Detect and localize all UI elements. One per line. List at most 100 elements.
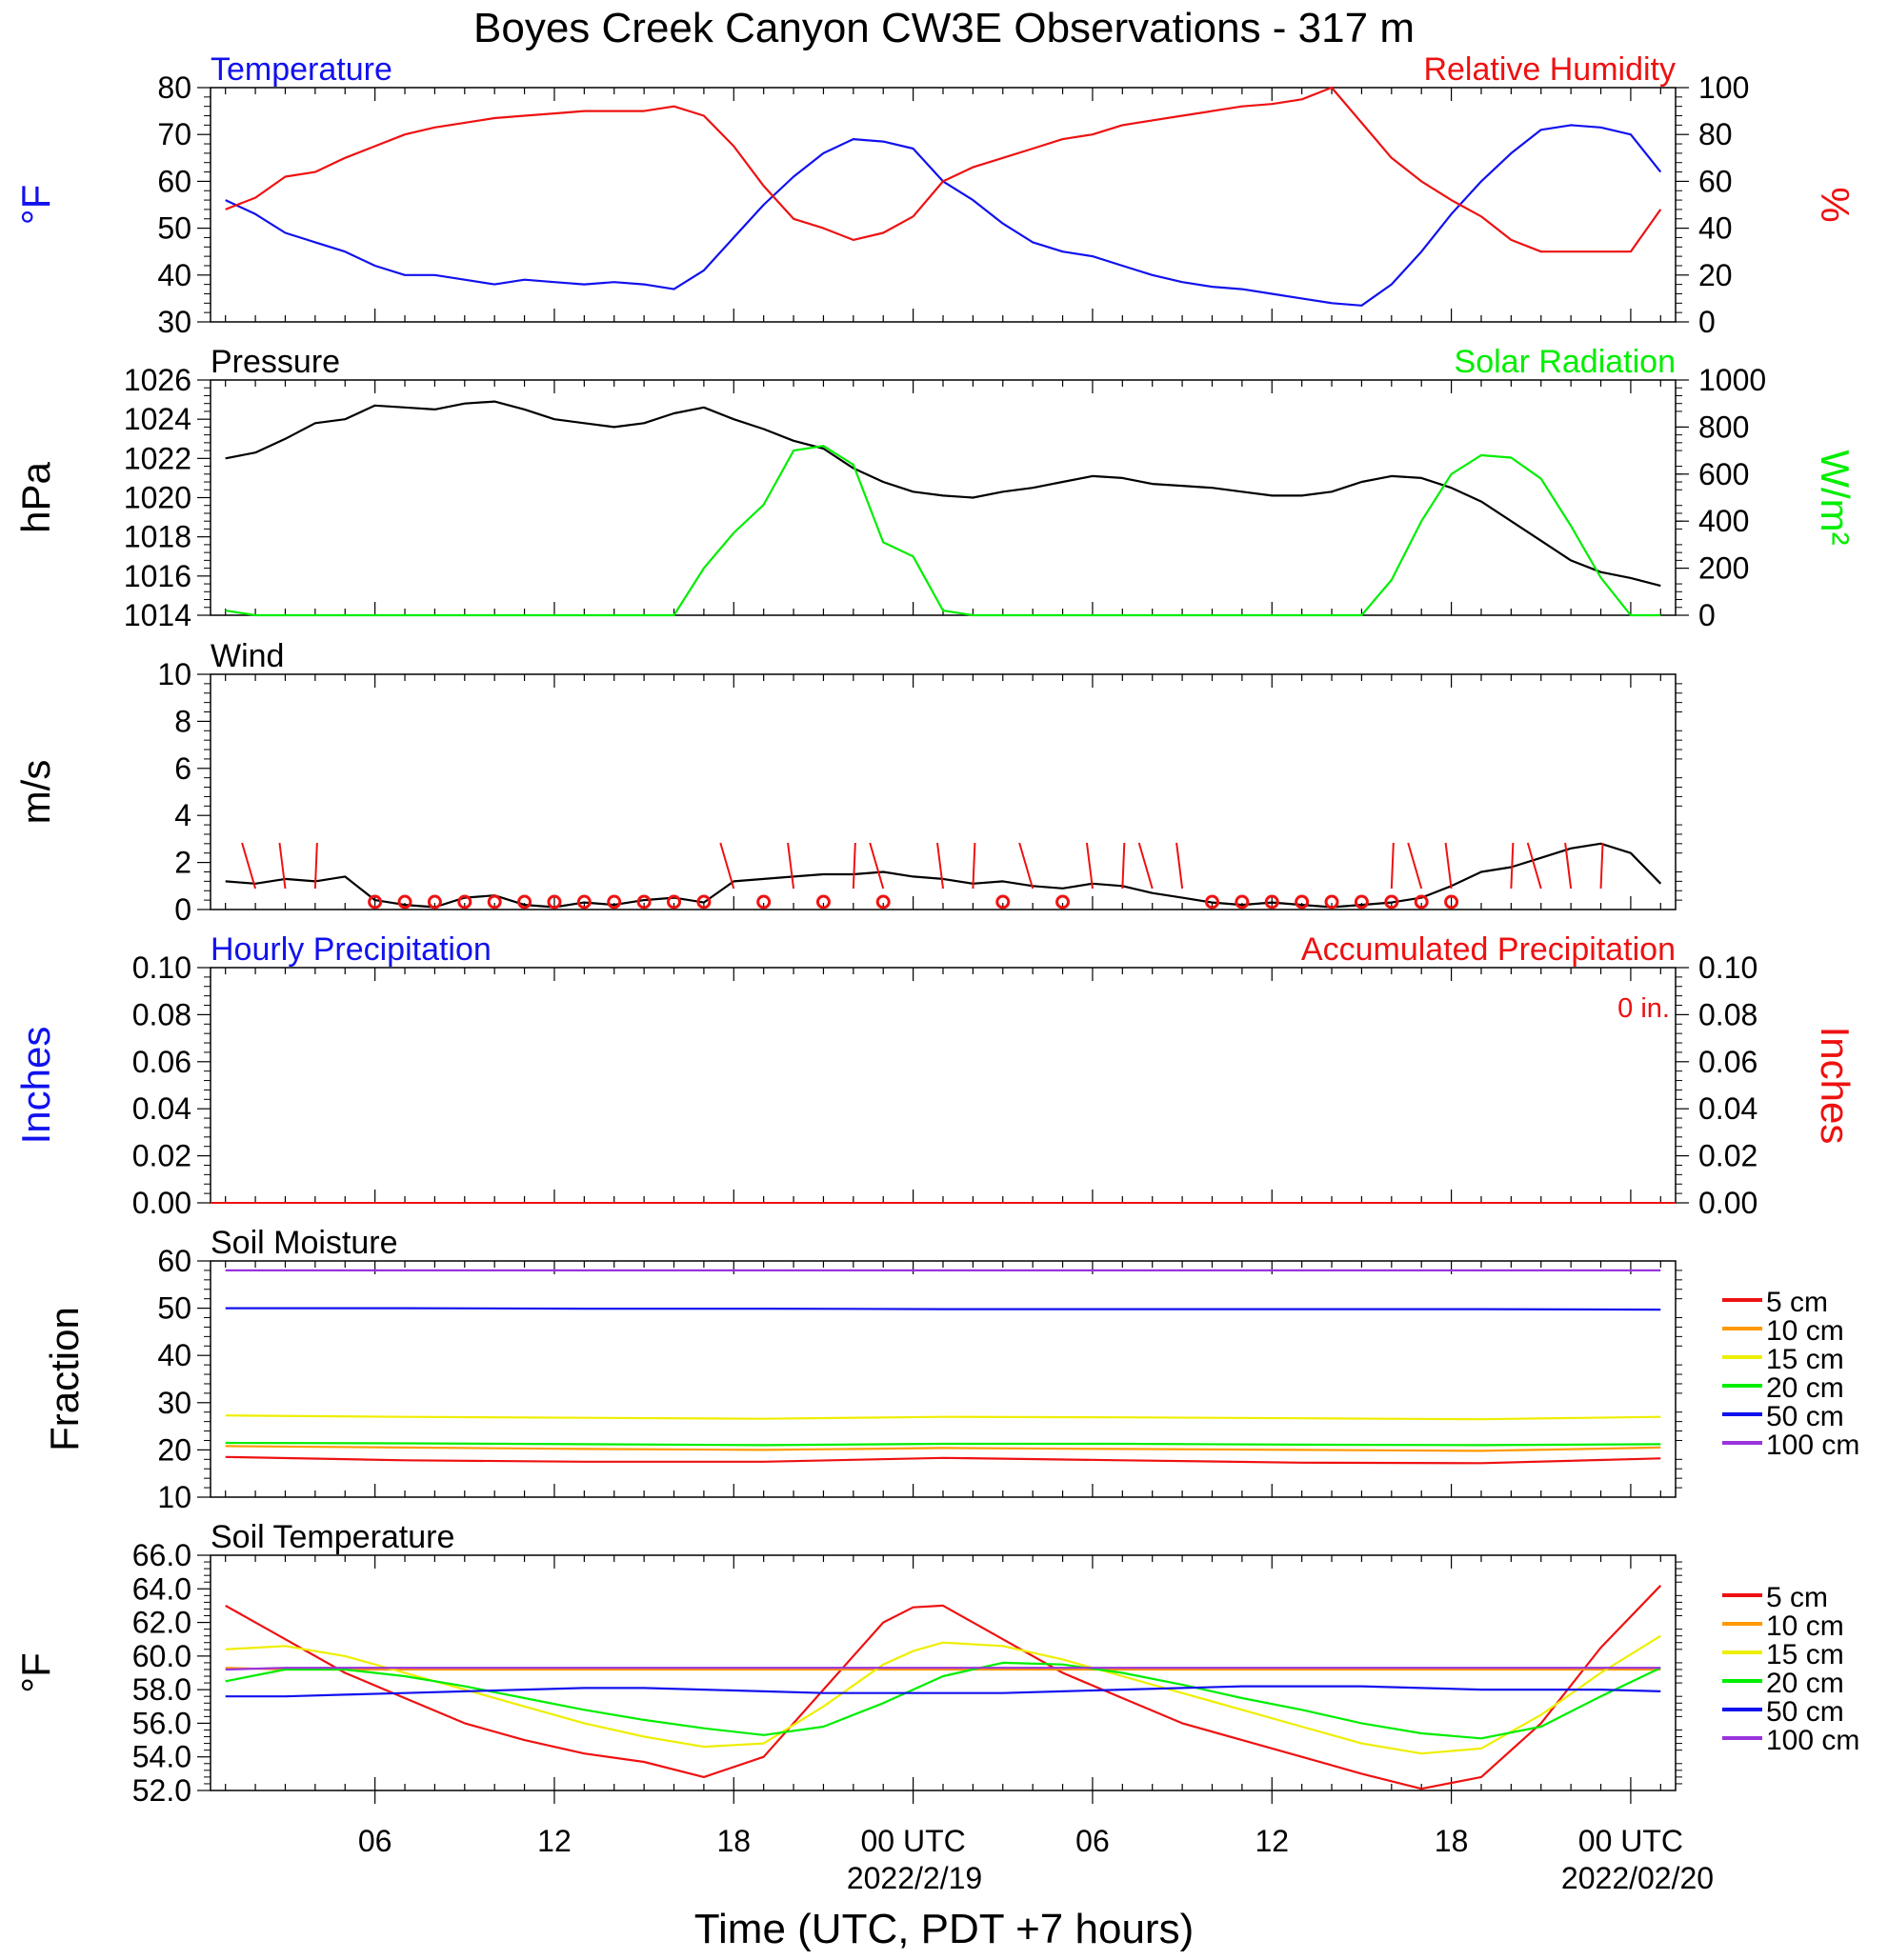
wind-barb (1526, 842, 1542, 890)
y-tick-label: 10 (157, 657, 191, 691)
wind-barb (1564, 842, 1573, 890)
panel-0: 80 70 60 50 40 30 100 80 60 40 20 0 Temperature Relat… (13, 51, 1858, 339)
plot-frame (210, 87, 1677, 323)
y-tick-label: 70 (157, 117, 191, 151)
y-tick-label: 10 (157, 1480, 191, 1514)
wind-barb (1407, 842, 1423, 890)
y-axis-label-left: hPa (13, 461, 58, 532)
panel-4: 60 50 40 30 20 10 Soil Moisture Fraction (42, 1225, 1682, 1514)
panel-title-left: Wind (211, 638, 284, 674)
y-tick-label-right: 600 (1698, 457, 1749, 491)
y-tick-label-right: 80 (1698, 117, 1733, 151)
y-tick-label: 0 (174, 892, 191, 927)
y-tick-label-right: 0 (1698, 598, 1716, 632)
figure-title: Boyes Creek Canyon CW3E Observations - 3… (473, 5, 1415, 51)
calm-wind-marker (517, 894, 532, 910)
calm-wind-marker (815, 894, 831, 910)
x-date-label-1: 2022/2/19 (847, 1861, 982, 1895)
y-tick-label: 60 (157, 1244, 191, 1278)
y-tick-label: 58.0 (132, 1672, 191, 1707)
calm-wind-marker (487, 894, 502, 910)
calm-wind-marker (1414, 894, 1429, 910)
calm-wind-marker (1444, 894, 1459, 910)
wind-barb (787, 842, 795, 890)
y-tick-label: 2 (174, 846, 191, 880)
series-line-50-cm (225, 1307, 1661, 1311)
y-tick-label: 64.0 (132, 1571, 191, 1606)
calm-wind-marker (667, 894, 682, 910)
calm-wind-marker (1324, 894, 1339, 910)
wind-barb (852, 842, 856, 890)
y-tick-label: 8 (174, 704, 191, 738)
y-tick-label: 1026 (124, 363, 191, 397)
y-tick-label-right: 20 (1698, 258, 1733, 292)
x-tick-label: 12 (537, 1824, 572, 1858)
calm-wind-marker (1295, 894, 1310, 910)
panel-1: 1026 1024 1022 1020 1018 1016 1014 1000 800 600 40… (13, 344, 1858, 632)
wind-barb (1137, 842, 1154, 890)
calm-wind-marker (875, 894, 891, 910)
x-tick-label: 00 UTC (1578, 1824, 1683, 1858)
x-tick-label: 00 UTC (860, 1824, 965, 1858)
calm-wind-marker (756, 894, 772, 910)
panel-title-left: Hourly Precipitation (211, 931, 492, 968)
calm-wind-marker (576, 894, 592, 910)
y-tick-label-right: 0.08 (1698, 997, 1757, 1031)
y-tick-label-right: 0 (1698, 305, 1716, 339)
series-line-15-cm (225, 1414, 1661, 1421)
calm-wind-marker (1354, 894, 1369, 910)
wind-barb (1085, 842, 1094, 890)
calm-wind-marker (696, 894, 712, 910)
legend-label: 5 cm (1766, 1582, 1828, 1613)
y-tick-label-right: 0.02 (1698, 1139, 1757, 1173)
calm-wind-marker (636, 894, 652, 910)
y-axis-label-left: m/s (13, 760, 58, 825)
wind-barb (278, 842, 287, 890)
y-tick-label-right: 40 (1698, 211, 1733, 246)
y-tick-label: 50 (157, 1291, 191, 1326)
calm-wind-marker (368, 894, 383, 910)
y-tick-label: 0.08 (132, 997, 191, 1031)
calm-wind-marker (1235, 894, 1250, 910)
y-tick-label: 1014 (124, 598, 191, 632)
wind-barb (1444, 842, 1453, 890)
legend-label: 10 cm (1766, 1610, 1844, 1642)
y-tick-label: 1016 (124, 559, 191, 593)
calm-wind-marker (427, 894, 442, 910)
calm-wind-marker (607, 894, 622, 910)
legend-label: 100 cm (1766, 1430, 1859, 1461)
y-tick-label: 0.02 (132, 1139, 191, 1173)
y-tick-label: 0.00 (132, 1186, 191, 1220)
calm-wind-marker (1055, 894, 1071, 910)
legend-label: 50 cm (1766, 1696, 1844, 1728)
panel-title-right: Accumulated Precipitation (1301, 931, 1676, 968)
y-tick-label-right: 800 (1698, 410, 1749, 444)
wind-barb (1018, 842, 1034, 890)
series-line-5-cm (225, 1455, 1661, 1465)
y-tick-label: 0.04 (132, 1091, 191, 1126)
y-tick-label: 0.10 (132, 950, 191, 985)
y-tick-label: 54.0 (132, 1740, 191, 1774)
y-tick-label: 30 (157, 1386, 191, 1420)
legend-label: 10 cm (1766, 1315, 1844, 1347)
panel-title-left: Soil Moisture (211, 1225, 398, 1261)
series-line-solar-radiation (225, 445, 1661, 617)
y-tick-label-right: 1000 (1698, 363, 1766, 397)
calm-wind-marker (1204, 894, 1219, 910)
y-tick-label: 30 (157, 305, 191, 339)
y-tick-label: 60.0 (132, 1639, 191, 1673)
wind-barb (1599, 842, 1604, 890)
y-tick-label-right: 400 (1698, 504, 1749, 538)
calm-wind-marker (547, 894, 562, 910)
y-tick-label-right: 200 (1698, 551, 1749, 586)
y-tick-label: 62.0 (132, 1606, 191, 1640)
x-tick-label: 06 (358, 1824, 392, 1858)
legend-label: 5 cm (1766, 1287, 1828, 1318)
y-tick-label: 0.06 (132, 1045, 191, 1079)
x-tick-label: 12 (1255, 1824, 1289, 1858)
y-tick-label: 40 (157, 1338, 191, 1372)
y-axis-label-left: Inches (13, 1027, 58, 1145)
series-line-15-cm (225, 1634, 1661, 1755)
